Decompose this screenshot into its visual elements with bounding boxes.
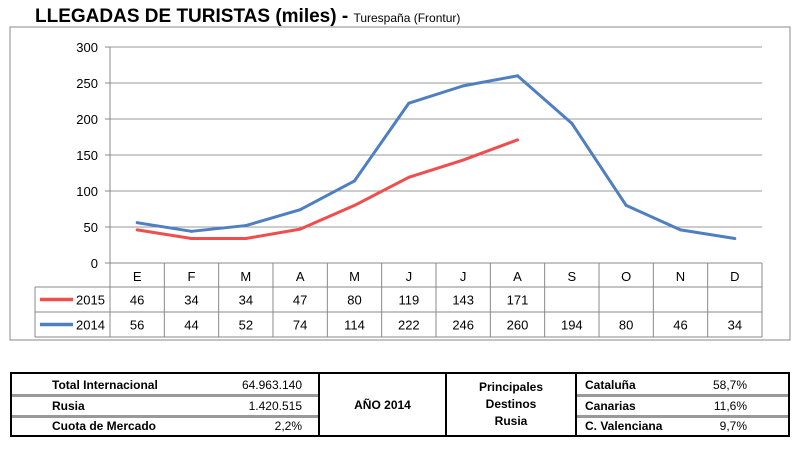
data-label-2014: 34: [728, 318, 742, 333]
data-point-2014: [461, 84, 465, 88]
data-label-2014: 56: [130, 318, 144, 333]
year-label: AÑO 2014: [354, 397, 411, 412]
data-label-2014: 46: [673, 318, 687, 333]
x-tick-label: A: [296, 269, 305, 284]
title-source: Turespaña (Frontur): [353, 11, 461, 25]
summary-value: 1.420.515: [248, 398, 302, 413]
series-line-2015: [136, 138, 519, 241]
summary-label: Total Internacional: [52, 377, 158, 392]
data-label-2015: 47: [293, 293, 307, 308]
data-label-2014: 52: [239, 318, 253, 333]
column-divider: [575, 374, 577, 435]
x-tick-label: N: [676, 269, 685, 284]
destinations-title: Principales Destinos Rusia: [447, 374, 575, 435]
data-point-2014: [570, 121, 574, 125]
data-point-2014: [679, 228, 682, 232]
data-point-2014: [190, 229, 193, 233]
row-divider: [12, 415, 318, 418]
data-point-2015: [190, 237, 193, 241]
destination-value: 58,7%: [712, 377, 747, 392]
data-point-2015: [244, 237, 248, 241]
data-label-2014: 222: [398, 318, 420, 333]
data-point-2014: [353, 179, 356, 183]
x-tick-label: O: [621, 269, 631, 284]
legend-label-2014: 2014: [76, 318, 105, 333]
data-point-2014: [624, 203, 628, 207]
x-tick-label: A: [513, 269, 522, 284]
data-label-2014: 194: [561, 318, 583, 333]
data-point-2015: [407, 175, 411, 179]
y-tick-label: 200: [76, 112, 98, 127]
summary-table: Total Internacional 64.963.140 Cataluña 58,…: [10, 372, 790, 437]
destinations-title-line: Principales: [478, 380, 544, 394]
data-label-2015: 34: [184, 293, 198, 308]
data-label-2014: 246: [452, 318, 474, 333]
summary-value: 2,2%: [274, 418, 302, 433]
data-label-2015: 80: [347, 293, 361, 308]
x-tick-label: D: [730, 269, 739, 284]
data-label-2014: 44: [184, 318, 198, 333]
data-point-2015: [353, 203, 356, 207]
title-main: LLEGADAS DE TURISTAS (miles): [35, 6, 337, 27]
destination-value: 11,6%: [713, 398, 747, 413]
data-label-2014: 74: [293, 318, 307, 333]
data-point-2014: [733, 237, 737, 241]
data-label-2014: 80: [619, 318, 633, 333]
data-point-2015: [135, 228, 139, 232]
row-divider: [577, 415, 788, 418]
y-tick-label: 0: [91, 256, 98, 271]
destination-label: Canarias: [585, 398, 636, 413]
data-point-2015: [298, 227, 302, 231]
y-tick-label: 300: [76, 40, 98, 55]
data-label-2015: 34: [239, 293, 253, 308]
data-point-2014: [516, 74, 519, 78]
data-point-2015: [461, 158, 465, 162]
destination-value: 9,7%: [719, 418, 747, 433]
data-point-2014: [298, 208, 302, 212]
legend-label-2015: 2015: [76, 293, 105, 308]
destinations-title-line: Destinos: [485, 397, 537, 411]
x-tick-label: S: [567, 269, 576, 284]
destinations-title-line: Rusia: [494, 414, 528, 428]
column-divider: [318, 374, 320, 435]
y-tick-label: 50: [84, 220, 98, 235]
column-divider: [445, 374, 447, 435]
data-point-2014: [244, 224, 248, 228]
x-tick-label: F: [188, 269, 196, 284]
summary-label: Cuota de Mercado: [52, 418, 157, 433]
data-point-2014: [407, 101, 411, 105]
data-point-2014: [135, 221, 139, 225]
data-label-2015: 143: [452, 293, 474, 308]
data-label-2015: 171: [507, 293, 529, 308]
data-label-2014: 260: [507, 318, 529, 333]
summary-value: 64.963.140: [241, 377, 302, 392]
destination-label: Cataluña: [585, 377, 636, 392]
data-label-2014: 114: [344, 318, 365, 333]
x-tick-label: M: [349, 269, 360, 284]
x-tick-label: E: [133, 269, 142, 284]
series-line-2014: [136, 74, 736, 241]
x-tick-label: J: [460, 269, 467, 284]
x-tick-label: J: [406, 269, 413, 284]
row-divider: [577, 394, 788, 397]
destination-label: C. Valenciana: [585, 418, 663, 433]
data-label-2015: 46: [130, 293, 144, 308]
y-tick-label: 100: [76, 184, 98, 199]
line-chart: 0 50 100 150 200 250 300 E F M A M J J A S O N D 2015 46 34 34…: [9, 26, 791, 341]
y-tick-label: 250: [76, 76, 98, 91]
x-tick-label: M: [240, 269, 251, 284]
y-tick-label: 150: [76, 148, 98, 163]
chart-title: LLEGADAS DE TURISTAS (miles) - Turespaña…: [35, 6, 461, 27]
data-point-2015: [516, 138, 519, 142]
row-divider: [12, 394, 318, 397]
summary-label: Rusia: [52, 398, 85, 413]
data-label-2015: 119: [398, 293, 419, 308]
